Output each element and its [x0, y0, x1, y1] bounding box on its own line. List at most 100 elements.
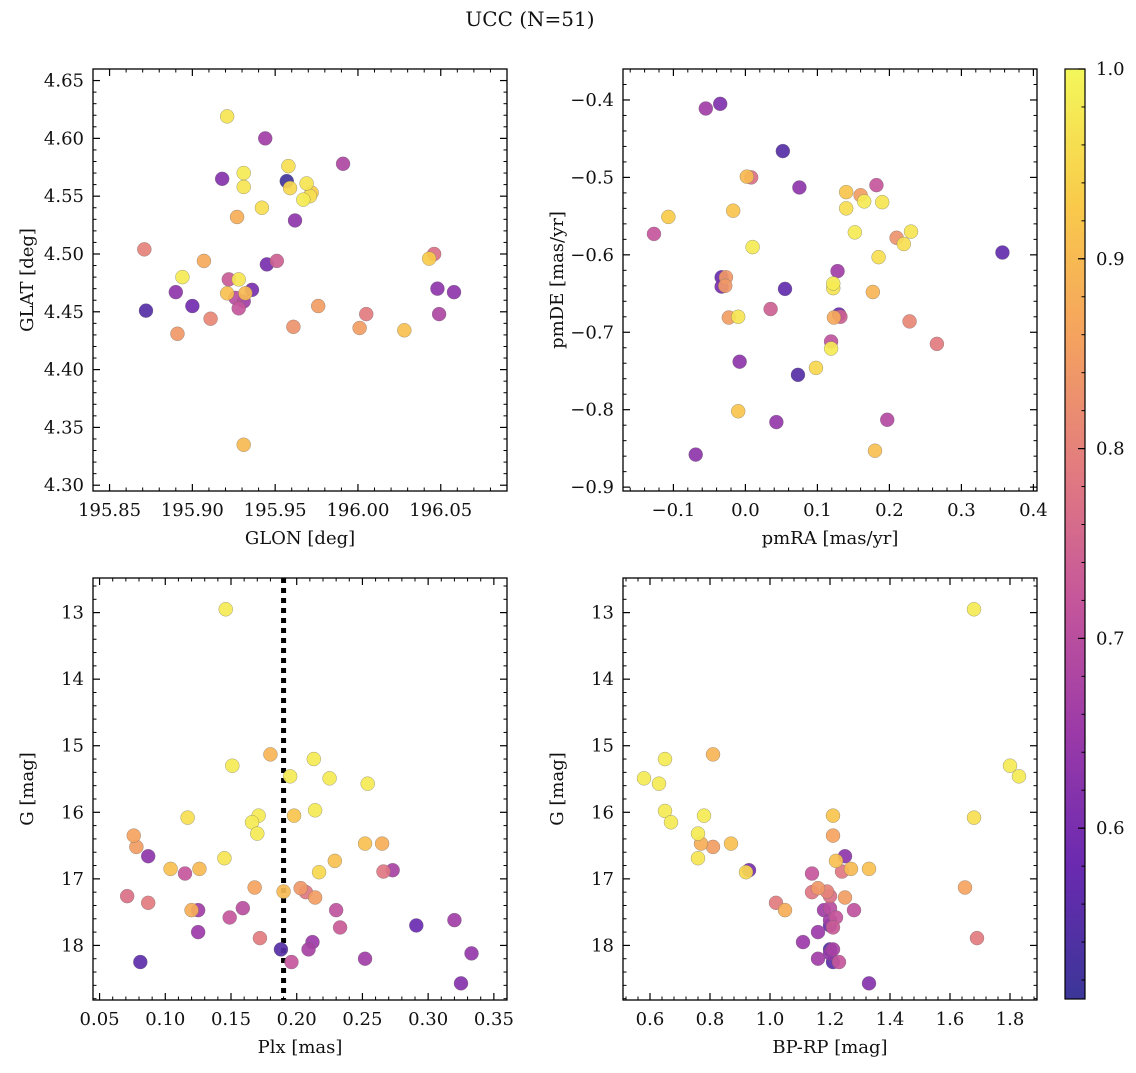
data-point: [431, 306, 447, 322]
data-point: [874, 194, 890, 210]
x-tick-label: 1.8: [996, 1009, 1025, 1030]
data-point: [222, 910, 237, 925]
x-tick-label: 0.25: [342, 1009, 382, 1030]
data-point: [464, 946, 479, 961]
data-point: [281, 158, 296, 174]
data-point: [723, 836, 739, 851]
y-tick-label: 18: [591, 935, 614, 956]
data-point: [276, 884, 291, 899]
y-tick-label: 4.45: [44, 302, 84, 323]
x-axis-label: GLON [deg]: [245, 528, 355, 549]
data-point: [769, 414, 784, 430]
data-point: [810, 951, 826, 966]
x-tick-label: 0.1: [803, 500, 832, 521]
data-point: [247, 880, 262, 895]
y-tick-label: −0.8: [570, 400, 614, 421]
data-point: [690, 850, 706, 866]
y-axis-label: G [mag]: [17, 752, 38, 825]
data-point: [352, 320, 367, 336]
y-tick-label: 14: [61, 669, 84, 690]
data-point: [661, 209, 676, 225]
x-tick-label: 1.4: [876, 1009, 905, 1030]
data-point: [231, 301, 246, 316]
data-point: [837, 890, 853, 905]
y-tick-label: 17: [61, 869, 84, 890]
data-point: [286, 319, 301, 335]
data-point: [175, 269, 190, 285]
data-point: [843, 861, 859, 877]
data-point: [831, 954, 847, 970]
y-tick-label: 13: [61, 603, 84, 624]
colorbar-tick-label: 0.9: [1096, 249, 1125, 270]
y-tick-label: 4.30: [44, 475, 84, 496]
scatter-panel: −0.1 0.0 0.1 0.2 0.3 0.4 −0.9 −0.8 −0.7 −0.6 −0.5 −…: [547, 68, 1048, 549]
x-tick-label: 195.95: [244, 500, 307, 521]
data-point: [235, 900, 251, 916]
data-point: [177, 866, 193, 881]
y-tick-label: 15: [591, 736, 614, 757]
data-point: [376, 864, 391, 879]
x-tick-label: 0.35: [474, 1009, 514, 1030]
x-axis-label: BP-RP [mag]: [772, 1037, 887, 1058]
data-point: [307, 890, 323, 905]
data-point: [332, 920, 348, 935]
data-point: [825, 942, 841, 957]
data-point: [825, 808, 841, 823]
data-point: [828, 853, 844, 869]
data-point: [966, 810, 982, 825]
x-tick-label: 0.3: [947, 500, 976, 521]
data-point: [838, 184, 854, 200]
data-point: [929, 336, 945, 352]
data-point: [119, 888, 135, 904]
data-point: [730, 403, 746, 419]
y-axis-label: pmDE [mas/yr]: [547, 211, 568, 349]
data-point: [739, 169, 755, 184]
scatter-panel: 0.05 0.10 0.15 0.20 0.25 0.30 0.35 13 14 15 16 17 18…: [17, 577, 514, 1058]
data-point: [825, 828, 841, 843]
data-point: [254, 200, 270, 215]
y-axis-label: G [mag]: [547, 752, 568, 825]
data-point: [185, 298, 200, 314]
data-point: [651, 776, 667, 791]
data-point: [203, 311, 218, 326]
y-tick-label: −0.5: [570, 167, 614, 188]
data-point: [286, 808, 302, 823]
data-point: [327, 853, 343, 869]
data-point: [225, 758, 240, 773]
y-tick-label: −0.9: [570, 477, 614, 498]
y-tick-label: 14: [591, 669, 614, 690]
data-point: [236, 165, 251, 181]
data-point: [238, 286, 253, 301]
data-point: [163, 861, 178, 877]
data-point: [196, 253, 212, 269]
x-tick-label: 195.85: [78, 500, 141, 521]
data-point: [296, 192, 311, 207]
data-point: [871, 249, 886, 265]
data-point: [696, 808, 712, 823]
data-point: [861, 976, 877, 991]
data-point: [282, 769, 298, 784]
y-tick-label: 4.40: [44, 360, 84, 381]
data-point: [902, 314, 917, 329]
data-point: [795, 934, 811, 950]
data-point: [273, 942, 289, 957]
data-point: [826, 310, 842, 325]
data-point: [263, 747, 278, 762]
data-point: [138, 303, 154, 318]
data-point: [269, 253, 285, 269]
data-point: [184, 902, 199, 918]
colorbar-tick-label: 1.0: [1096, 59, 1125, 80]
data-point: [446, 284, 462, 300]
data-point: [867, 443, 883, 458]
data-point: [777, 902, 793, 918]
data-point: [168, 284, 184, 300]
y-tick-label: 4.50: [44, 244, 84, 265]
data-point: [690, 826, 706, 841]
axes-frame: [622, 577, 1038, 1001]
data-point: [137, 242, 152, 257]
x-axis-label: Plx [mas]: [258, 1037, 343, 1058]
x-tick-label: 0.8: [696, 1009, 725, 1030]
data-point: [1011, 769, 1027, 784]
data-point: [657, 803, 673, 819]
